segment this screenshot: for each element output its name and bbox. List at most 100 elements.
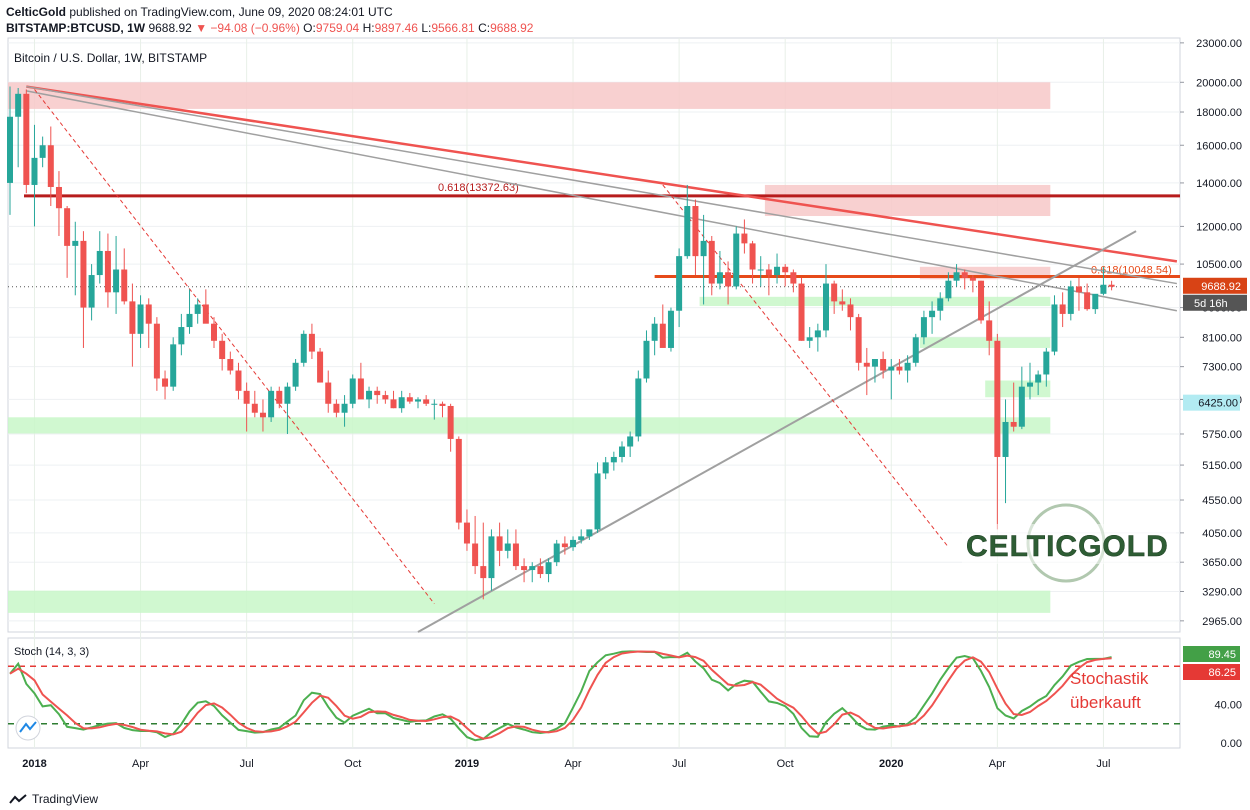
x-tick-label: 2018 [22,758,46,770]
candle-body [455,438,462,523]
low-label: L: [421,21,432,35]
candle-body [700,240,707,257]
candle-body [162,378,169,387]
candle-body [635,378,642,437]
candle-body [121,269,128,302]
candle-body [259,412,266,418]
open-label: O: [303,21,316,35]
y-tick-label: 12000.00 [1196,221,1242,233]
candle-body [317,351,324,383]
candle-body [366,390,373,400]
candle-body [47,145,54,187]
fib-label-10048: 0.618(10048.54) [1091,264,1172,276]
stochastic-pane[interactable]: 40.00 0.00 Stoch (14, 3, 3) 89.45 86.25 Stoch… [8,646,1242,750]
candle-body [920,317,927,338]
symbol-label[interactable]: BITSTAMP:BTCUSD, 1W [6,21,146,35]
open-value: 9759.04 [315,21,360,35]
candle-body [570,539,577,548]
tv-mini-icon-mark [19,721,37,733]
support-zone [919,337,1051,348]
level-badge [1183,394,1240,411]
candle-body [929,310,936,318]
candlesticks [7,86,1115,600]
candle-body [994,340,1001,457]
price-axis[interactable]: 23000.00 20000.00 18000.00 16000.00 14000.00… [1180,38,1242,628]
candle-body [129,301,136,334]
y-tick-label: 2965.00 [1202,616,1242,628]
candle-body [659,323,666,348]
candle-body [716,272,723,284]
last-price: 9688.92 [148,21,192,35]
candle-body [765,269,772,276]
candle-body [382,395,389,400]
price-badges: 9688.92 5d 16h 6425.00 [1183,277,1247,411]
candle-body [406,397,413,402]
candle-body [512,543,519,567]
candle-body [447,405,454,439]
candle-body [480,566,487,579]
candle-body [1043,351,1050,375]
candle-body [292,362,299,387]
y-tick-label: 14000.00 [1196,178,1242,190]
candle-body [268,390,275,418]
candle-body [1027,382,1033,387]
candle-body [357,378,364,400]
y-tick-label: 7300.00 [1202,362,1242,374]
candle-body [553,543,560,563]
y-tick-label: 16000.00 [1196,140,1242,152]
candle-body [725,272,732,287]
candle-body [814,330,821,338]
candle-body [578,536,585,540]
y-tick-label: 8100.00 [1202,332,1242,344]
candle-body [1108,284,1115,287]
candle-body [170,344,177,387]
x-tick-label: Apr [989,758,1006,770]
candle-body [986,320,993,341]
candle-body [96,250,103,276]
candle-body [72,240,79,246]
candle-body [300,333,307,363]
candle-body [137,304,144,334]
candle-body [880,359,887,371]
x-tick-label: Oct [344,758,361,770]
ohlc-line: BITSTAMP:BTCUSD, 1W 9688.92 ▼ −94.08 (−0… [6,20,533,36]
grey-downtrend-line-1 [26,85,1178,285]
resistance-zone [8,82,1051,109]
candle-body [1075,286,1082,293]
x-tick-label: 2020 [879,758,903,770]
candle-body [219,340,226,360]
footer-brand[interactable]: TradingView [32,792,99,806]
candle-body [1002,421,1009,457]
candle-body [537,566,544,575]
stoch-d-line [9,650,1112,740]
candle-body [676,256,683,311]
close-label: C: [478,21,491,35]
high-label: H: [362,21,375,35]
last-price-badge-text: 9688.92 [1201,281,1241,293]
celticgold-logo: CELTICGOLD [962,503,1176,583]
candle-body [953,272,960,281]
candle-body [839,301,846,305]
time-axis[interactable]: 2018 Apr Jul Oct 2019 Apr Jul Oct 2020 Apr Jul [22,758,1110,770]
author-name[interactable]: CelticGold [6,5,67,19]
publish-info: published on TradingView.com, June 09, 2… [66,5,393,19]
candle-body [39,145,46,158]
candle-body [667,310,674,348]
chart-header: CelticGold published on TradingView.com,… [6,4,533,36]
candle-body [602,462,609,474]
tradingview-logo-icon [9,794,27,804]
stoch-pane-frame [7,637,1181,749]
candle-body [235,370,242,391]
candle-body [855,317,862,363]
candle-body [113,269,120,293]
candle-body [1059,304,1066,314]
candle-body [374,390,381,396]
candle-body [798,283,805,341]
candle-body [806,337,813,341]
candle-body [80,240,87,308]
candle-body [349,378,356,404]
candle-body [1100,284,1107,294]
trend-lines: 0.618(13372.63) 0.618(10048.54) [8,85,1180,633]
candle-body [472,543,479,567]
